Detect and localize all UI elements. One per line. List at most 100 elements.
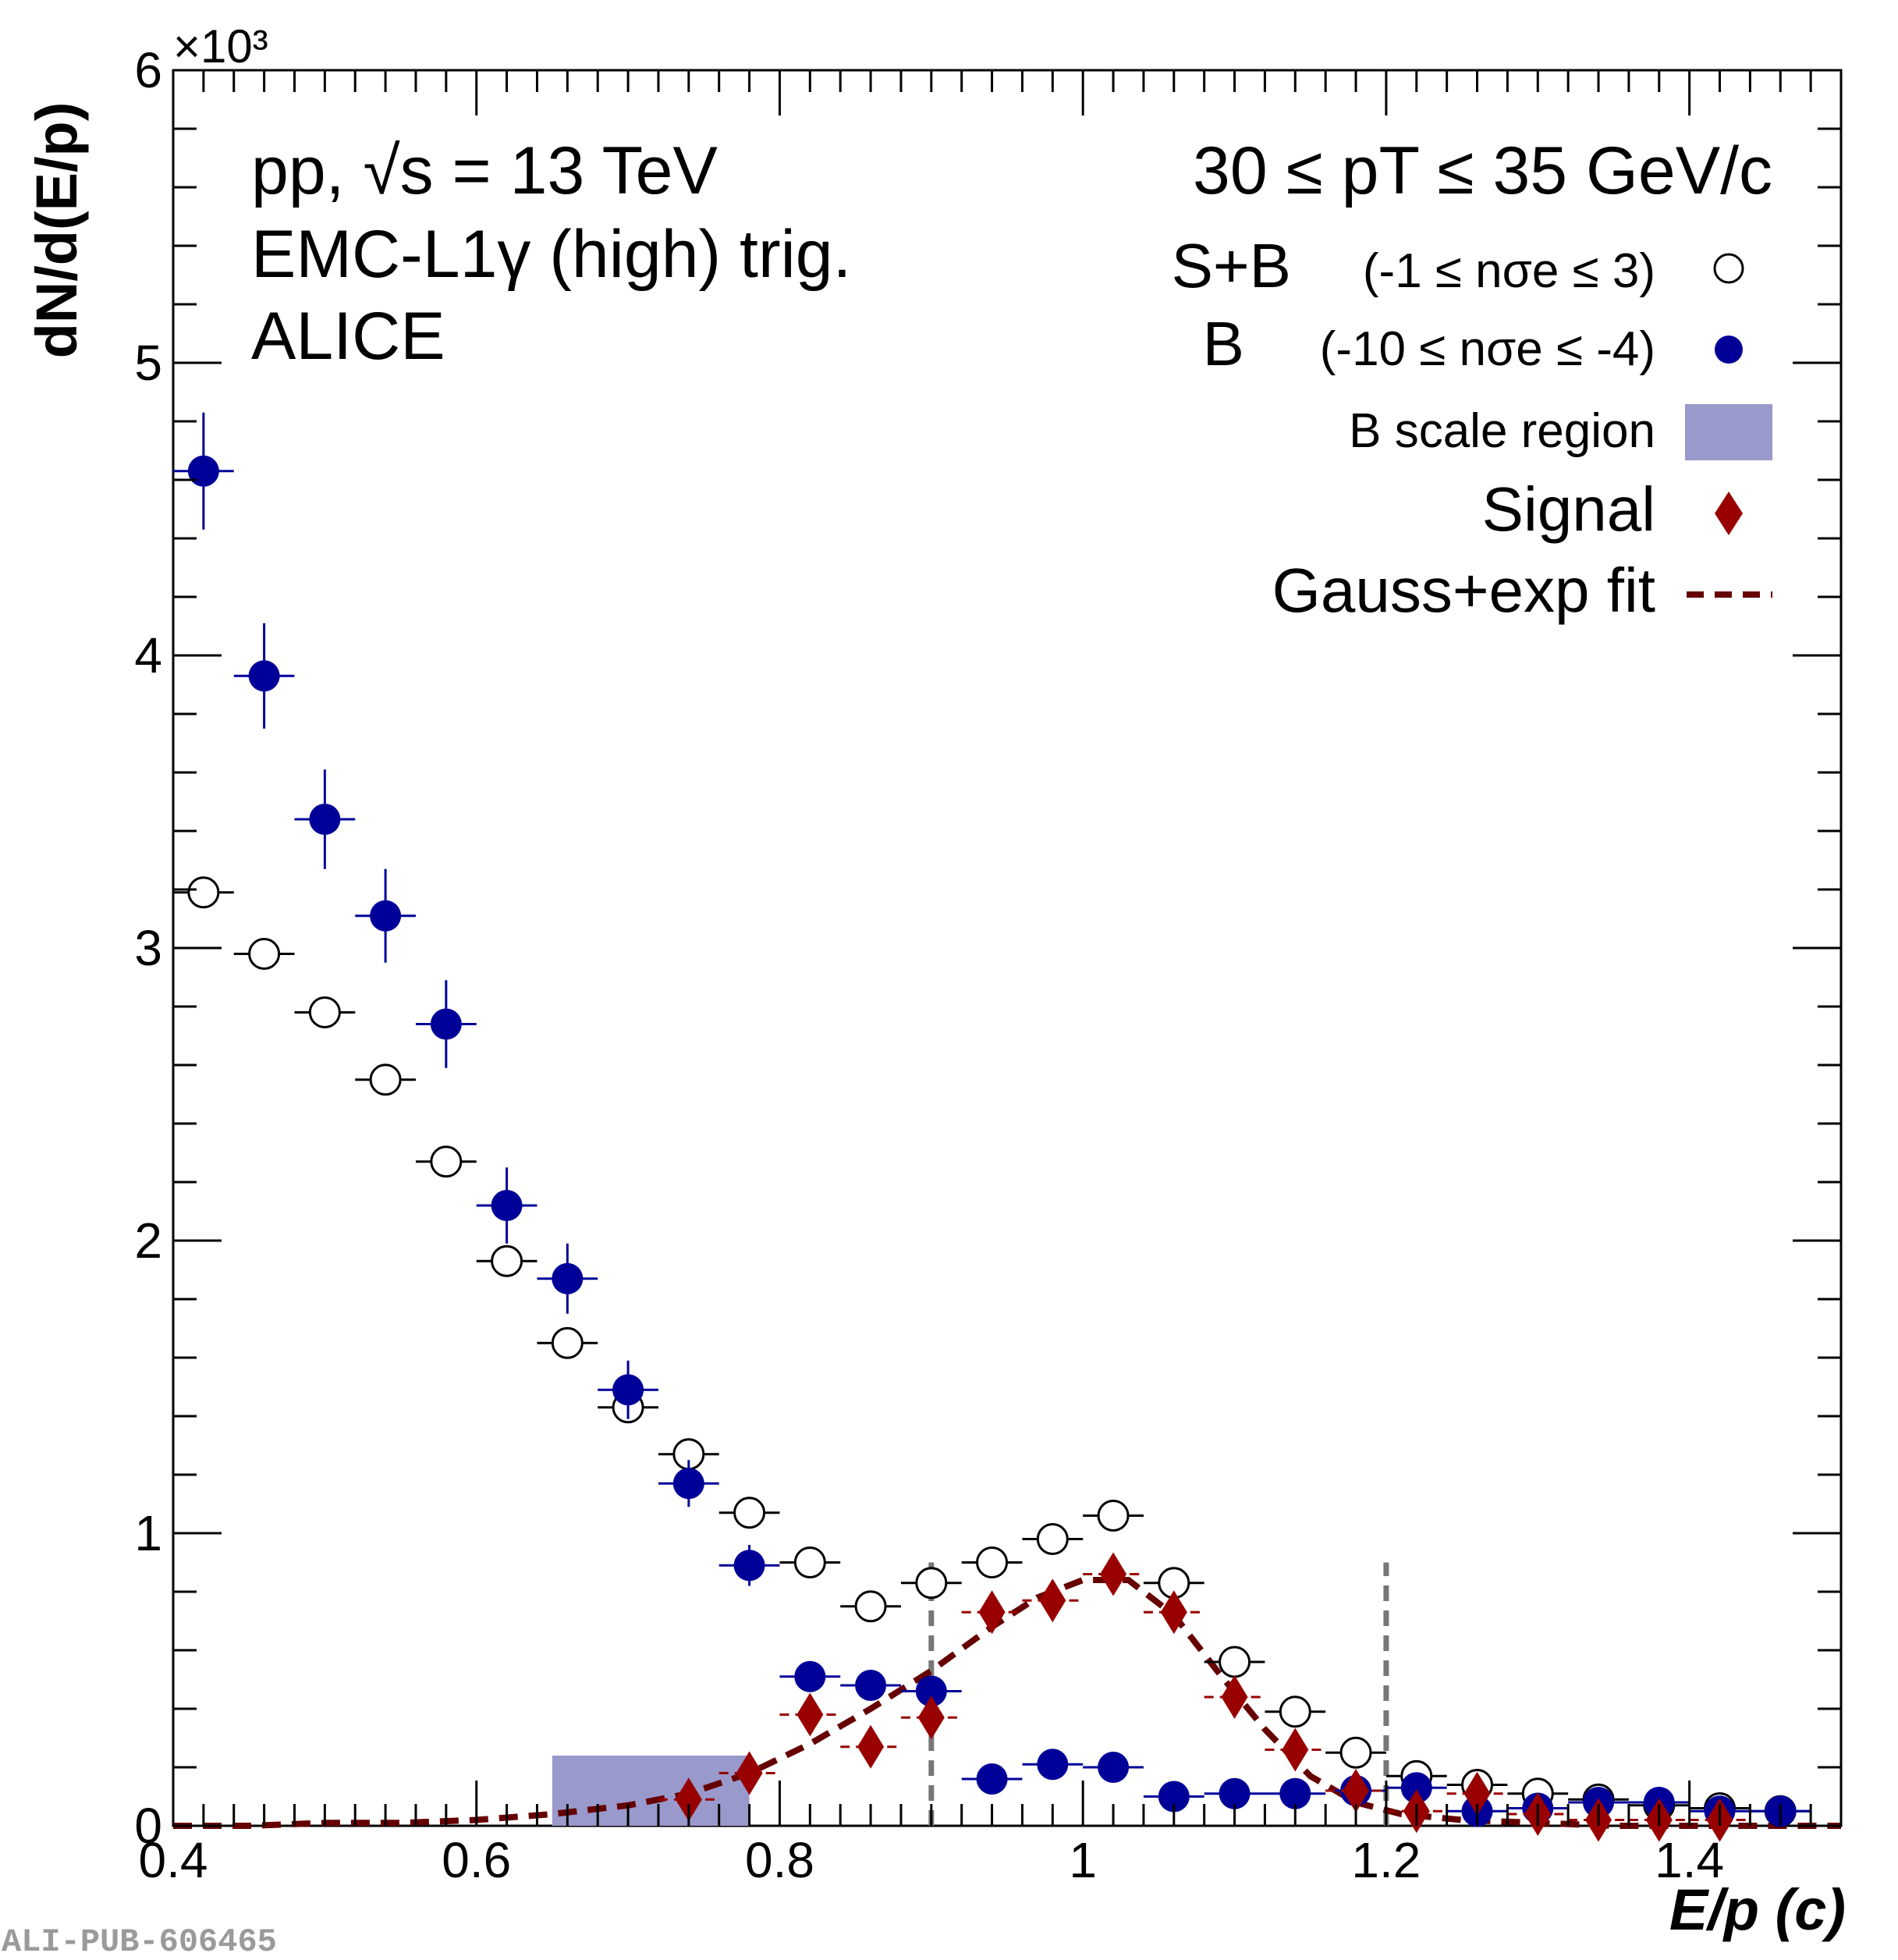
sb-marker [1219, 1646, 1251, 1678]
legend-label-fit: Gauss+exp fit [1272, 556, 1655, 625]
sb-marker [187, 876, 220, 909]
b-point [1143, 1781, 1204, 1813]
x-tick-label: 0.4 [139, 1832, 208, 1888]
legend-label-sb: S+B [1172, 231, 1291, 300]
b-marker [794, 1660, 826, 1692]
legend-label-signal: Signal [1482, 474, 1655, 544]
sig-point [900, 1695, 962, 1740]
x-tick-label: 1.4 [1655, 1832, 1724, 1888]
signal-marker [978, 1590, 1006, 1635]
b-marker [1400, 1772, 1432, 1804]
b-marker [976, 1763, 1008, 1795]
watermark: ALI-PUB-606465 [2, 1923, 277, 1960]
b-marker [1158, 1781, 1190, 1813]
sb-marker [1279, 1695, 1311, 1728]
sb-marker [733, 1497, 766, 1529]
b-point [961, 1763, 1023, 1795]
y-tick-label: 3 [134, 920, 162, 976]
b-scale-region [552, 1756, 750, 1826]
b-marker [672, 1468, 704, 1500]
y-multiplier: ×10³ [173, 20, 268, 73]
signal-marker [1221, 1675, 1248, 1719]
sb-marker [1339, 1736, 1372, 1769]
b-marker [430, 1008, 462, 1040]
x-tick-label: 0.6 [442, 1832, 511, 1888]
signal-marker [675, 1777, 702, 1822]
sb-point [1083, 1500, 1144, 1532]
sig-point [718, 1751, 780, 1795]
b-point [415, 980, 477, 1068]
legend-marker-sb [1713, 253, 1744, 284]
sb-marker [976, 1546, 1009, 1578]
sb-point [779, 1546, 841, 1578]
b-marker [491, 1190, 523, 1221]
sb-point [233, 938, 295, 970]
b-marker [733, 1550, 765, 1582]
b-point [779, 1660, 841, 1692]
b-marker [1219, 1777, 1251, 1809]
sb-marker [308, 996, 341, 1028]
b-point [840, 1670, 901, 1701]
sb-point [1325, 1736, 1386, 1769]
annotation-experiment: ALICE [251, 299, 445, 374]
legend-selection-sb: (-1 ≤ nσe ≤ 3) [1363, 244, 1655, 298]
b-marker [552, 1262, 584, 1294]
b-point [294, 769, 356, 869]
sig-point [961, 1590, 1023, 1635]
sb-point [294, 996, 356, 1028]
sig-point [1446, 1771, 1508, 1816]
b-marker [612, 1374, 644, 1406]
legend-selection-b: (-10 ≤ nσe ≤ -4) [1320, 322, 1655, 376]
legend-marker-b-scale [1685, 404, 1772, 460]
annotation-trigger: EMC-L1γ (high) trig. [251, 217, 851, 292]
b-point [718, 1545, 780, 1586]
sb-point [1204, 1646, 1265, 1678]
pt-range-label: 30 ≤ pT ≤ 35 GeV/c [1193, 133, 1772, 208]
sb-marker [369, 1063, 402, 1096]
b-point [900, 1675, 962, 1707]
b-marker [1098, 1752, 1130, 1783]
sb-point [476, 1245, 537, 1277]
b-point [1083, 1752, 1144, 1783]
b-point [355, 868, 416, 963]
sb-marker [1097, 1500, 1130, 1532]
b-point [1204, 1777, 1265, 1809]
sb-point [840, 1590, 901, 1623]
b-marker [855, 1670, 887, 1701]
fit-curve [173, 1577, 1841, 1829]
sb-point [537, 1326, 598, 1359]
sb-marker [491, 1245, 523, 1277]
sig-point [1204, 1675, 1265, 1719]
b-point [173, 412, 234, 530]
sb-point [961, 1546, 1023, 1578]
y-axis-label: dN/d(E/p) [24, 102, 89, 359]
b-marker [1279, 1777, 1311, 1809]
sig-point [1325, 1769, 1386, 1813]
b-point [1022, 1749, 1084, 1781]
sb-marker [854, 1590, 887, 1623]
b-point [233, 623, 295, 729]
sb-point [173, 876, 234, 909]
y-tick-label: 1 [134, 1505, 162, 1561]
b-point [537, 1243, 598, 1314]
x-tick-label: 1 [1069, 1832, 1097, 1888]
sb-point [718, 1497, 780, 1529]
sb-marker [793, 1546, 826, 1578]
sig-point [1265, 1727, 1326, 1772]
y-tick-label: 5 [134, 335, 162, 391]
b-point [598, 1360, 658, 1419]
sb-marker [1036, 1523, 1069, 1555]
b-scale-region-box [552, 1756, 750, 1826]
y-tick-label: 6 [134, 42, 162, 98]
legend-label-b: B [1203, 309, 1244, 378]
sig-point [1083, 1552, 1144, 1596]
sb-point [1022, 1523, 1084, 1555]
x-axis-label: E/p (c) [1669, 1877, 1846, 1942]
sb-point [415, 1145, 477, 1178]
signal-marker [917, 1695, 945, 1740]
sb-point [1265, 1695, 1326, 1728]
sb-marker [915, 1567, 948, 1600]
sb-point [658, 1438, 719, 1471]
legend-marker-b [1715, 336, 1743, 364]
